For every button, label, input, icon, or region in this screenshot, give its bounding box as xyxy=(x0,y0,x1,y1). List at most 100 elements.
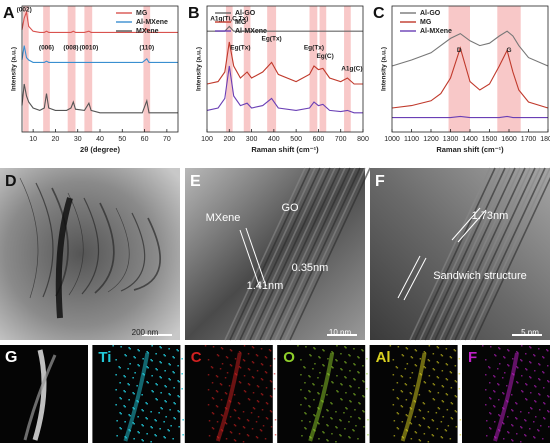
map-dot xyxy=(127,368,129,370)
map-dot xyxy=(548,411,550,413)
map-dot xyxy=(402,355,405,357)
map-dot xyxy=(432,353,435,355)
map-dot xyxy=(444,429,447,431)
map-dot xyxy=(406,363,409,365)
map-dot xyxy=(151,360,153,362)
map-dot xyxy=(264,438,267,440)
map-dot xyxy=(160,407,162,409)
map-dot xyxy=(134,372,136,374)
highlight-band xyxy=(43,6,50,132)
map-dot xyxy=(400,375,403,377)
map-dot xyxy=(300,389,302,391)
map-dot xyxy=(160,392,162,394)
map-dot xyxy=(252,392,255,394)
map-dot xyxy=(529,361,531,363)
map-dot xyxy=(428,360,431,362)
map-dot xyxy=(392,389,395,391)
map-dot xyxy=(154,434,156,436)
map-dot xyxy=(497,383,499,385)
map-dot xyxy=(494,391,496,393)
map-dot xyxy=(305,413,307,415)
map-dot xyxy=(363,426,365,428)
map-dot xyxy=(252,407,255,409)
annotation: (008) xyxy=(63,44,78,51)
map-dot xyxy=(169,409,171,411)
map-dot xyxy=(255,354,258,356)
map-dot xyxy=(128,384,130,386)
map-dot xyxy=(436,376,439,378)
map-dot xyxy=(538,348,540,350)
map-dot xyxy=(132,422,134,424)
map-dot xyxy=(234,358,237,360)
map-dot xyxy=(367,419,369,421)
map-dot xyxy=(159,346,161,348)
map-dot xyxy=(336,427,338,429)
haadf-sheet xyxy=(32,349,47,441)
map-dot xyxy=(226,372,229,374)
map-dot xyxy=(431,419,434,421)
x-tick-label: 1500 xyxy=(482,136,498,143)
map-dot xyxy=(247,383,250,385)
map-dot xyxy=(115,359,117,361)
map-dot xyxy=(225,356,228,358)
map-dot xyxy=(323,365,325,367)
map-dot xyxy=(414,364,417,366)
map-dot xyxy=(119,427,121,429)
map-dot xyxy=(423,418,426,420)
map-dot xyxy=(345,362,347,364)
map-dot xyxy=(535,416,537,418)
legend-label: Al-MXene xyxy=(136,19,168,26)
map-dot xyxy=(303,366,305,368)
map-dot xyxy=(261,394,264,396)
x-tick-label: 400 xyxy=(268,136,280,143)
map-dot xyxy=(233,409,236,411)
map-dot xyxy=(141,439,143,441)
map-dot xyxy=(441,437,444,439)
map-dot xyxy=(257,416,260,418)
map-dot xyxy=(332,382,334,384)
map-dot xyxy=(313,414,315,416)
map-dot xyxy=(239,367,242,369)
map-dot xyxy=(534,437,536,439)
map-dot xyxy=(363,396,365,398)
map-dot xyxy=(332,352,334,354)
map-dot xyxy=(327,410,329,412)
map-dot xyxy=(542,356,544,358)
map-dot xyxy=(363,411,365,413)
legend-label: Al-GO xyxy=(235,10,256,17)
map-dot xyxy=(322,416,324,418)
map-dot xyxy=(349,370,351,372)
map-dot xyxy=(525,398,527,400)
map-dot xyxy=(517,367,519,369)
map-dot xyxy=(210,366,213,368)
map-dot xyxy=(314,363,316,365)
map-dot xyxy=(266,403,269,405)
map-dot xyxy=(215,405,218,407)
map-dot xyxy=(253,408,256,410)
map-dot xyxy=(397,346,400,348)
highlight-band xyxy=(309,6,318,132)
map-dot xyxy=(450,357,453,359)
map-dot xyxy=(455,381,458,383)
x-tick-label: 1600 xyxy=(501,136,517,143)
map-dot xyxy=(543,357,545,359)
map-dot xyxy=(261,409,264,411)
map-dot xyxy=(415,432,418,434)
map-dot xyxy=(237,402,240,404)
measure-line xyxy=(397,255,421,299)
map-dot xyxy=(246,434,249,436)
map-dot xyxy=(300,404,302,406)
x-tick-label: 1000 xyxy=(384,136,400,143)
map-dot xyxy=(498,414,500,416)
map-dot xyxy=(511,439,513,441)
map-dot xyxy=(521,427,523,429)
annotation: Eg(Tx) xyxy=(230,44,250,51)
map-dot xyxy=(238,381,241,383)
map-dot xyxy=(229,349,232,351)
map-tile xyxy=(462,345,550,443)
map-dot xyxy=(423,351,426,353)
map-dot xyxy=(164,355,166,357)
map-dot xyxy=(326,424,328,426)
map-dot xyxy=(411,357,414,359)
map-dot xyxy=(449,371,452,373)
